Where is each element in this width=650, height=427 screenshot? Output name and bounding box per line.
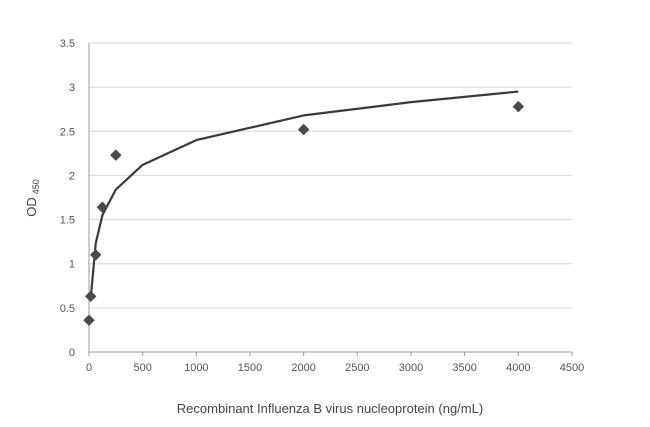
x-tick-label: 3500 xyxy=(452,362,476,374)
trendline xyxy=(89,90,519,300)
y-tick-label: 1.5 xyxy=(60,215,75,227)
x-tick-label: 2500 xyxy=(345,362,369,374)
data-point-diamond xyxy=(512,100,525,113)
x-tick-label: 2000 xyxy=(291,362,315,374)
axes xyxy=(88,43,573,356)
x-tick-label: 500 xyxy=(133,362,151,374)
data-points xyxy=(83,100,525,327)
data-point-diamond xyxy=(84,290,97,303)
data-point-diamond xyxy=(109,149,122,161)
x-axis-label: Recombinant Influenza B virus nucleoprot… xyxy=(177,401,483,416)
gridlines xyxy=(89,42,572,309)
x-tick-label: 3000 xyxy=(399,362,423,374)
data-point-diamond xyxy=(297,123,310,136)
x-tick-labels: 0 500 1000 1500 2000 2500 3000 3500 4000 4500 xyxy=(86,362,584,374)
data-point-diamond xyxy=(89,249,102,261)
data-point-diamond xyxy=(96,201,109,214)
x-tick-label: 4500 xyxy=(560,362,584,374)
y-axis-label-main: OD xyxy=(24,197,39,217)
x-tick-label: 0 xyxy=(86,362,92,374)
y-tick-label: 3.5 xyxy=(60,38,75,50)
y-tick-label: 3 xyxy=(69,82,75,94)
y-tick-label: 1 xyxy=(69,259,75,271)
x-tick-label: 4000 xyxy=(506,362,530,374)
y-tick-labels: 0 0.5 1 1.5 2 2.5 3 3.5 xyxy=(60,38,75,359)
y-tick-label: 0.5 xyxy=(60,303,75,315)
y-tick-label: 0 xyxy=(69,347,75,359)
y-axis-label: OD 450 xyxy=(24,179,41,217)
x-tick-label: 1000 xyxy=(184,362,208,374)
data-point-diamond xyxy=(83,314,95,327)
x-tick-label: 1500 xyxy=(238,362,262,374)
y-axis-label-subscript: 450 xyxy=(31,179,41,194)
y-tick-label: 2 xyxy=(69,170,75,182)
y-tick-label: 2.5 xyxy=(60,126,75,138)
